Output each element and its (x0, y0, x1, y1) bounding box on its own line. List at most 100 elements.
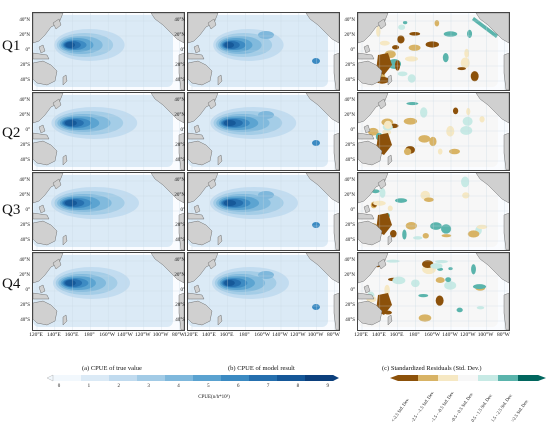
cpue-contour (64, 200, 78, 206)
australia-landmass (188, 300, 213, 326)
latitude-label: 20°N (174, 33, 185, 38)
longitude-label: 120°W (289, 332, 306, 338)
indonesia-islands (188, 204, 205, 220)
cpue-hotspot-east (312, 304, 320, 310)
latitude-label: 0° (350, 128, 356, 133)
south-america-landmass (333, 212, 339, 250)
residual-patch (472, 284, 487, 290)
map-svg (188, 13, 339, 90)
latitude-label: 20°N (174, 193, 185, 198)
south-america-landmass (178, 52, 184, 90)
north-america-landmass (305, 173, 339, 204)
latitude-label: 20°N (344, 113, 355, 118)
latitude-label: 40°N (344, 178, 355, 183)
residual-patch (384, 120, 392, 129)
new-zealand-landmass (217, 154, 223, 166)
residual-colorbar-bin (398, 375, 419, 381)
residual-patch (386, 259, 400, 263)
latitude-label: 0° (180, 128, 186, 133)
residual-coastal-band (472, 17, 498, 38)
map-panel (357, 92, 510, 171)
latitude-label: 40°S (175, 78, 185, 83)
cpue-colorbar-bin (165, 375, 194, 381)
cpue-patch-north (258, 271, 274, 279)
latitude-label: 0° (25, 48, 31, 53)
cpue-colorbar-svg (46, 374, 339, 382)
cpue-colorbar-bin (53, 375, 82, 381)
map-svg (188, 93, 339, 170)
south-america-landmass (503, 132, 509, 170)
longitude-label: 140°E (46, 332, 61, 338)
cpue-colorbar-tick: 6 (236, 384, 240, 389)
longitude-label: 160°W (424, 332, 441, 338)
north-america-landmass (150, 93, 184, 124)
longitude-label: 120°E (29, 332, 43, 338)
indonesia-islands (358, 284, 375, 300)
cpue-hotspot-east (312, 222, 320, 228)
indonesia-islands (33, 284, 50, 300)
australia-landmass (358, 220, 383, 246)
residual-patch (462, 116, 473, 126)
asia-landmass (358, 173, 389, 204)
latitude-label: 20°N (174, 113, 185, 118)
asia-landmass (33, 93, 64, 124)
map-svg (33, 173, 184, 250)
residual-patch (423, 197, 434, 202)
latitude-label: 20°N (344, 273, 355, 278)
longitude-label: 100°W (152, 332, 169, 338)
latitude-label: 0° (350, 288, 356, 293)
new-zealand-landmass (387, 314, 393, 326)
latitude-label: 20°S (345, 143, 355, 148)
longitude-label: 120°E (184, 332, 198, 338)
japan-landmass (52, 258, 62, 270)
residual-patch (384, 284, 390, 296)
indonesia-islands (358, 124, 375, 140)
indonesia-islands (188, 284, 205, 300)
japan-landmass (52, 98, 62, 110)
new-zealand-landmass (387, 154, 393, 166)
residual-patch (460, 57, 470, 69)
new-zealand-landmass (217, 74, 223, 86)
residual-patch (392, 45, 400, 50)
indonesia-islands (188, 124, 205, 140)
map-panel (187, 92, 340, 171)
longitude-label: 80°W (326, 332, 340, 338)
north-america-landmass (475, 253, 509, 284)
residual-patch (373, 200, 386, 206)
cpue-colorbar-bin (249, 375, 278, 381)
residual-patch (367, 127, 379, 136)
residual-patch (379, 40, 390, 46)
residual-patch (457, 67, 466, 71)
south-america-landmass (333, 292, 339, 330)
residual-patch (387, 205, 393, 212)
residual-colorbar-bin (498, 375, 519, 381)
latitude-label: 0° (350, 208, 356, 213)
longitude-label: 120°E (354, 332, 368, 338)
latitude-label: 20°S (345, 303, 355, 308)
latitude-label: 40°N (344, 18, 355, 23)
longitude-label: 180° (409, 332, 420, 338)
latitude-label: 40°S (345, 238, 355, 243)
cpue-patch-north (258, 31, 274, 39)
australia-landmass (358, 300, 383, 326)
new-zealand-landmass (62, 234, 68, 246)
cpue-hotspot-east (312, 58, 320, 64)
asia-landmass (33, 253, 64, 284)
asia-landmass (33, 173, 64, 204)
cpue-colorbar-bin (277, 375, 306, 381)
residual-patch (430, 263, 443, 269)
residual-patch (435, 295, 444, 306)
map-svg (188, 173, 339, 250)
map-svg (33, 253, 184, 330)
latitude-label: 20°S (175, 223, 185, 228)
cpue-colorbar-tick: 3 (147, 384, 150, 389)
residual-patch (449, 148, 461, 155)
residual-patch (422, 232, 429, 239)
latitude-label: 40°S (20, 238, 30, 243)
latitude-label: 40°N (344, 98, 355, 103)
residual-patch (403, 148, 412, 156)
cpue-colorbar-tick: 0 (57, 384, 61, 389)
residual-patch (452, 107, 459, 115)
residual-patch (461, 176, 470, 188)
residual-patch (466, 107, 471, 116)
